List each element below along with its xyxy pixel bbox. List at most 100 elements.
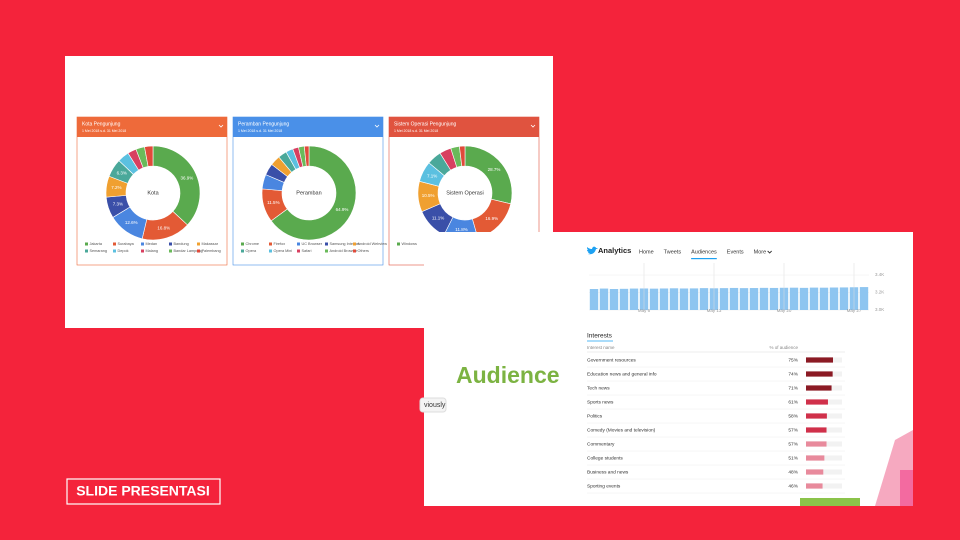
legend-swatch [269, 249, 272, 253]
interest-value: 75% [788, 357, 798, 363]
x-tick-label: May 27 [847, 308, 862, 313]
x-tick-label: May 20 [777, 308, 792, 313]
legend-label: Safari [302, 249, 312, 253]
donut-value-label: 64.9% [336, 207, 349, 212]
bar [739, 288, 749, 310]
interest-bar [806, 399, 828, 405]
legend-swatch [269, 242, 272, 246]
card-title: Kota Pengunjung [82, 121, 121, 127]
analytics: Analytics Home Tweets Audiences Events More 3.… [587, 246, 884, 494]
legend-swatch [197, 242, 200, 246]
donut-segment [270, 145, 357, 241]
interest-value: 48% [788, 469, 798, 475]
legend-label: Malang [146, 249, 158, 253]
nav-item[interactable]: More [754, 249, 767, 255]
legend-label: Samsung Internet [330, 242, 361, 246]
donut-segment [152, 145, 201, 226]
legend-label: Medan [146, 242, 158, 246]
donut-segment [459, 145, 466, 167]
nav-chevron [767, 250, 772, 254]
legend-label: Jakarta [90, 242, 103, 246]
brand: Analytics [598, 246, 631, 255]
donut-value-label: 11.5% [267, 200, 279, 205]
legend-label: Opera [246, 249, 257, 253]
interests-title: Interests [587, 333, 613, 340]
bar [609, 289, 619, 310]
bar-track [806, 483, 842, 489]
legend-label: Android Browser [330, 249, 359, 253]
card [76, 116, 228, 266]
legend-swatch [353, 249, 356, 253]
donut-center-label: Sistem Operasi [446, 190, 484, 196]
interest-name: Government resources [587, 357, 636, 363]
interest-bar [806, 427, 827, 433]
legend-swatch [169, 242, 172, 246]
card-chevron [374, 124, 380, 128]
legend-label: Firefox [274, 242, 286, 246]
nav-item[interactable]: Events [727, 249, 744, 255]
interest-bar [806, 371, 833, 377]
legend-label: Windows [402, 242, 418, 246]
x-tick-label: May 6 [638, 308, 651, 313]
interest-bar [806, 469, 824, 475]
legend-label: Makassar [202, 242, 219, 246]
card-date: 1 Mei 2018 s.d. 31 Mei 2018 [82, 129, 126, 133]
bar [809, 287, 819, 310]
bird-icon [587, 246, 598, 255]
donut-center-label: Kota [147, 190, 159, 196]
interest-name: Business and news [587, 469, 629, 475]
bar [859, 287, 869, 310]
interest-value: 74% [788, 371, 798, 377]
nav-item[interactable]: Home [639, 249, 654, 255]
legend-label: Opera Mini [274, 249, 293, 253]
legend-swatch [113, 249, 116, 253]
bar-track [806, 469, 842, 475]
card-chevron [218, 124, 224, 128]
bar [669, 288, 679, 310]
bar [659, 288, 669, 310]
legend-swatch [169, 249, 172, 253]
interest-value: 61% [788, 399, 798, 405]
bar [839, 287, 849, 310]
bar [679, 288, 689, 310]
interest-bar [806, 441, 827, 447]
interest-value: 51% [788, 455, 798, 461]
legend-label: Palembang [202, 249, 221, 253]
dashboard: Kota Pengunjung 1 Mei 2018 s.d. 31 Mei 20… [76, 116, 540, 266]
interest-bar [806, 483, 823, 489]
legend-swatch [297, 249, 300, 253]
legend-label: Surabaya [118, 242, 135, 246]
interest-value: 71% [788, 385, 798, 391]
x-tick-label: May 13 [707, 308, 722, 313]
interest-value: 57% [788, 427, 798, 433]
legend-swatch [85, 242, 88, 246]
bar [719, 288, 729, 310]
bar [769, 287, 779, 310]
nav-item[interactable]: Tweets [664, 249, 682, 255]
legend-swatch [397, 242, 400, 246]
legend-label: Bandar Lampung [174, 249, 203, 253]
donut-value-label: 36.9% [181, 175, 194, 180]
donut-value-label: 28.7% [488, 167, 501, 172]
bar [789, 287, 799, 310]
y-tick-label: 3.2K [875, 290, 884, 295]
nav-item[interactable]: Audiences [691, 249, 717, 255]
donut-center-label: Peramban [296, 190, 321, 196]
tooltip-text: viously [424, 402, 446, 409]
interest-name: Politics [587, 413, 603, 419]
interest-bar [806, 455, 825, 461]
interest-name: Education news and general info [587, 371, 657, 377]
interest-name: Commentary [587, 441, 615, 447]
tooltip [419, 397, 447, 413]
bar [759, 287, 769, 310]
decor-green [800, 498, 860, 506]
card-title: Sistem Operasi Pengunjung [394, 121, 456, 127]
card-header [77, 117, 227, 137]
legend-swatch [141, 249, 144, 253]
interest-bar [806, 413, 827, 419]
slide-label-box [66, 478, 221, 505]
legend-label: Semarang [90, 249, 108, 253]
donut-segment [144, 145, 154, 167]
legend-label: Chrome [246, 242, 260, 246]
nav-underline [691, 258, 717, 260]
